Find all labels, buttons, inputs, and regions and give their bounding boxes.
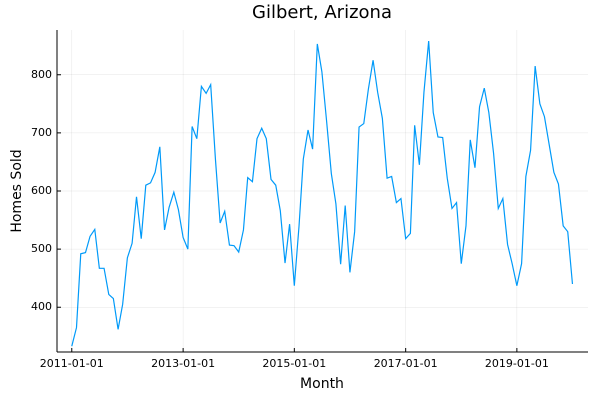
y-tick-label: 500 bbox=[31, 242, 52, 255]
x-tick-label: 2015-01-01 bbox=[262, 357, 326, 370]
chart-title: Gilbert, Arizona bbox=[252, 2, 392, 23]
y-tick-label: 800 bbox=[31, 68, 52, 81]
x-tick-label: 2011-01-01 bbox=[40, 357, 104, 370]
line-series bbox=[71, 40, 574, 347]
x-axis-label: Month bbox=[300, 376, 344, 392]
y-tick-label: 600 bbox=[31, 184, 52, 197]
x-tick-label: 2013-01-01 bbox=[151, 357, 215, 370]
x-tick-label: 2019-01-01 bbox=[485, 357, 549, 370]
y-tick-label: 700 bbox=[31, 126, 52, 139]
x-tick-label: 2017-01-01 bbox=[374, 357, 438, 370]
y-tick-label: 400 bbox=[31, 300, 52, 313]
y-axis-label: Homes Sold bbox=[9, 149, 25, 232]
